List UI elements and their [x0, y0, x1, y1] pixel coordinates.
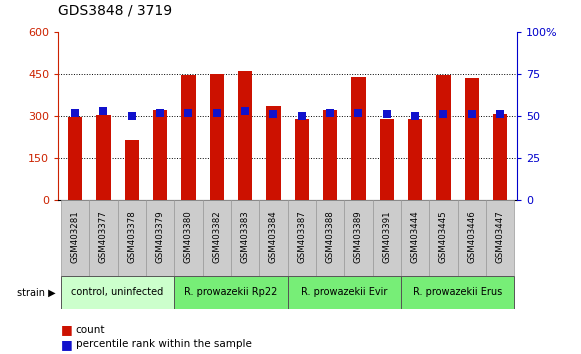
Bar: [266, 106, 281, 200]
Text: percentile rank within the sample: percentile rank within the sample: [76, 339, 252, 349]
Point: [382, 112, 392, 117]
Text: GSM403382: GSM403382: [212, 210, 221, 263]
Bar: [458, 200, 486, 276]
Bar: [429, 200, 458, 276]
Point: [127, 113, 137, 119]
Bar: [210, 74, 224, 200]
Bar: [125, 140, 139, 200]
Bar: [174, 276, 288, 309]
Text: GSM403379: GSM403379: [156, 210, 164, 263]
Bar: [401, 276, 514, 309]
Text: GSM403445: GSM403445: [439, 210, 448, 263]
Point: [269, 112, 278, 117]
Bar: [352, 77, 365, 200]
Bar: [61, 200, 89, 276]
Point: [410, 113, 419, 119]
Bar: [68, 117, 82, 200]
Text: GSM403446: GSM403446: [467, 210, 476, 263]
Bar: [288, 200, 316, 276]
Text: GSM403389: GSM403389: [354, 210, 363, 263]
Point: [496, 112, 505, 117]
Text: ■: ■: [61, 324, 73, 336]
Bar: [486, 200, 514, 276]
Bar: [61, 276, 174, 309]
Text: GSM403391: GSM403391: [382, 210, 391, 263]
Text: GSM403447: GSM403447: [496, 210, 504, 263]
Bar: [117, 200, 146, 276]
Text: R. prowazekii Rp22: R. prowazekii Rp22: [184, 287, 278, 297]
Point: [439, 112, 448, 117]
Text: ■: ■: [61, 338, 73, 350]
Text: GSM403383: GSM403383: [241, 210, 250, 263]
Bar: [379, 119, 394, 200]
Bar: [408, 119, 422, 200]
Text: R. prowazekii Evir: R. prowazekii Evir: [301, 287, 388, 297]
Bar: [174, 200, 203, 276]
Bar: [345, 200, 372, 276]
Bar: [465, 78, 479, 200]
Bar: [181, 75, 196, 200]
Bar: [323, 110, 337, 200]
Bar: [436, 75, 450, 200]
Point: [241, 108, 250, 114]
Bar: [89, 200, 117, 276]
Text: GSM403281: GSM403281: [71, 210, 80, 263]
Text: GSM403380: GSM403380: [184, 210, 193, 263]
Point: [354, 110, 363, 115]
Bar: [96, 115, 110, 200]
Text: strain ▶: strain ▶: [17, 287, 55, 297]
Text: GSM403388: GSM403388: [325, 210, 335, 263]
Bar: [259, 200, 288, 276]
Point: [184, 110, 193, 115]
Text: R. prowazekii Erus: R. prowazekii Erus: [413, 287, 502, 297]
Text: GSM403377: GSM403377: [99, 210, 108, 263]
Point: [212, 110, 221, 115]
Point: [297, 113, 306, 119]
Point: [70, 110, 80, 115]
Bar: [295, 119, 309, 200]
Text: control, uninfected: control, uninfected: [71, 287, 164, 297]
Bar: [493, 114, 507, 200]
Point: [156, 110, 165, 115]
Text: GSM403387: GSM403387: [297, 210, 306, 263]
Bar: [401, 200, 429, 276]
Bar: [372, 200, 401, 276]
Text: GSM403444: GSM403444: [411, 210, 419, 263]
Text: GDS3848 / 3719: GDS3848 / 3719: [58, 4, 172, 18]
Point: [325, 110, 335, 115]
Bar: [238, 71, 252, 200]
Bar: [316, 200, 345, 276]
Bar: [146, 200, 174, 276]
Point: [467, 112, 476, 117]
Bar: [153, 110, 167, 200]
Bar: [203, 200, 231, 276]
Text: GSM403378: GSM403378: [127, 210, 137, 263]
Text: GSM403384: GSM403384: [269, 210, 278, 263]
Bar: [288, 276, 401, 309]
Bar: [231, 200, 259, 276]
Point: [99, 108, 108, 114]
Text: count: count: [76, 325, 105, 335]
